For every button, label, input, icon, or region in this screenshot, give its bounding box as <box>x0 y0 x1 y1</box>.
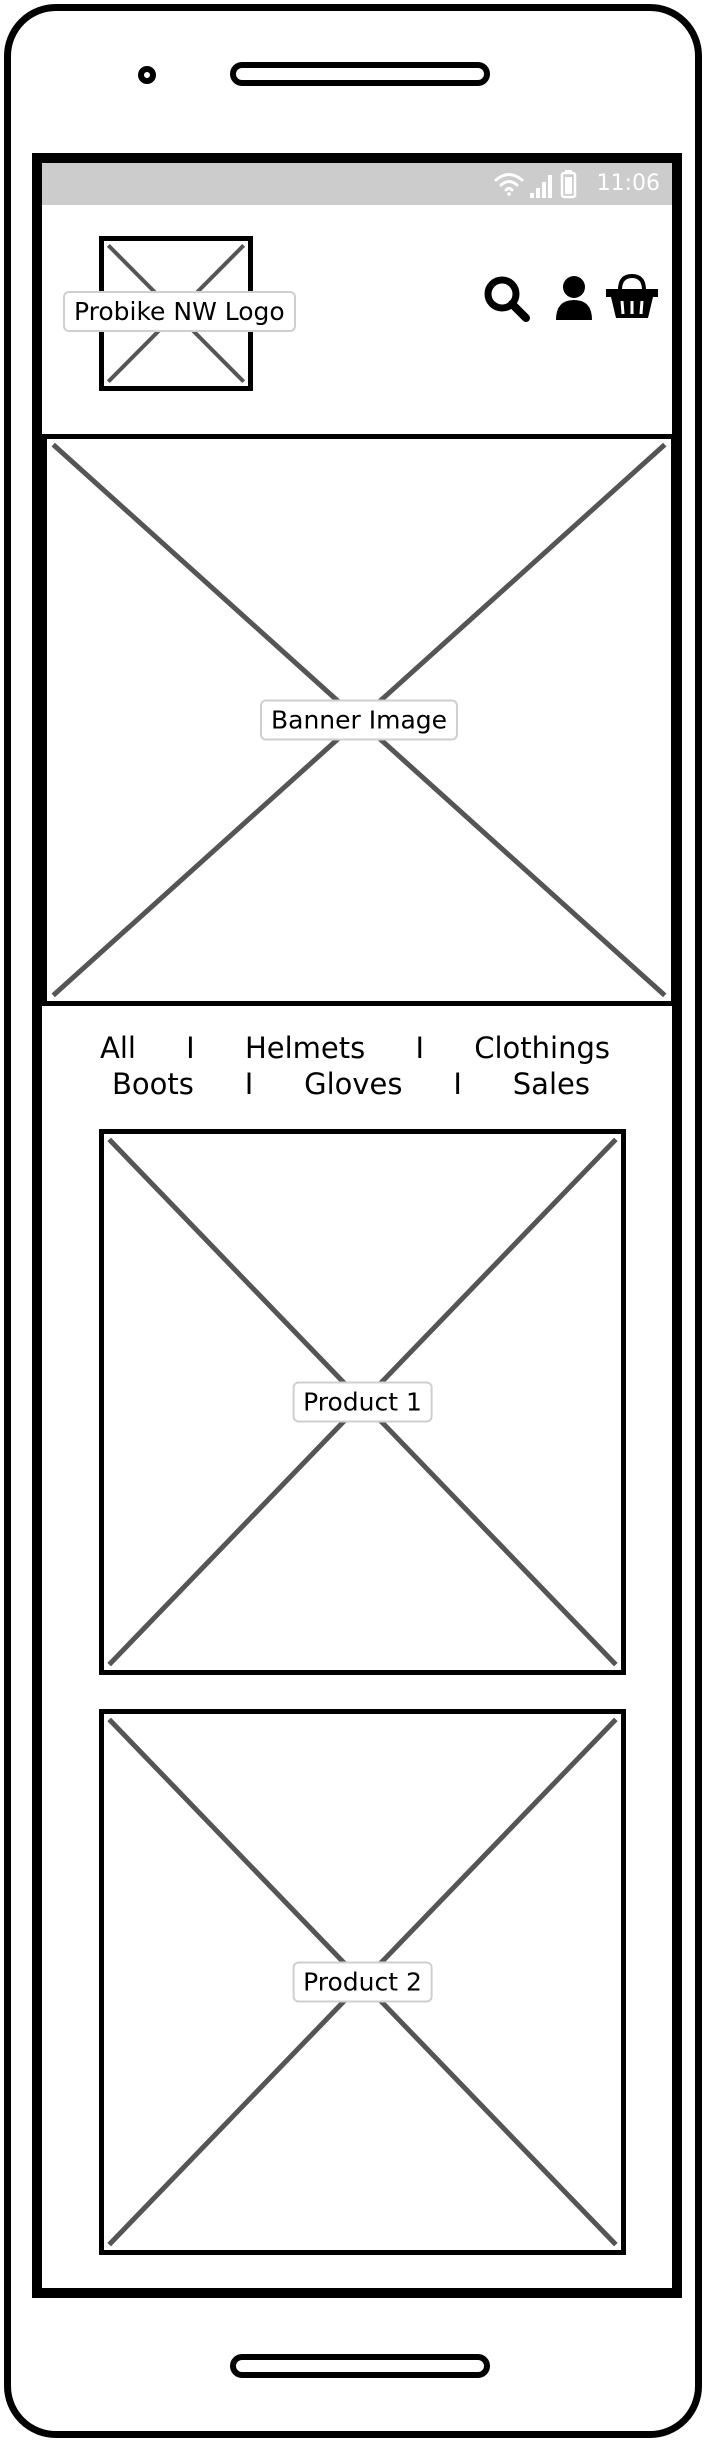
nav-separator: I <box>415 1031 425 1065</box>
nav-separator: I <box>244 1067 254 1101</box>
status-bar: 11:06 <box>42 163 672 205</box>
speaker-grille <box>230 62 490 86</box>
product-label: Product 2 <box>292 1961 433 2003</box>
nav-item-sales[interactable]: Sales <box>512 1067 590 1101</box>
banner-image[interactable]: Banner Image <box>42 434 676 1006</box>
banner-label: Banner Image <box>259 699 459 741</box>
nav-item-helmets[interactable]: Helmets <box>244 1031 366 1065</box>
nav-row-2: Boots I Gloves I Sales <box>100 1066 610 1102</box>
product-card[interactable]: Product 1 <box>99 1129 626 1675</box>
nav-item-clothings[interactable]: Clothings <box>474 1031 610 1065</box>
basket-icon[interactable] <box>604 272 660 324</box>
product-card[interactable]: Product 2 <box>99 1709 626 2255</box>
nav-separator: I <box>453 1067 462 1101</box>
status-time: 11:06 <box>596 171 660 196</box>
nav-item-boots[interactable]: Boots <box>112 1067 194 1101</box>
nav-row-1: All I Helmets I Clothings <box>100 1030 610 1066</box>
user-icon[interactable] <box>548 272 600 324</box>
category-nav: All I Helmets I Clothings Boots I Gloves… <box>100 1030 610 1102</box>
wifi-icon <box>494 173 524 196</box>
home-button[interactable] <box>230 2354 490 2378</box>
nav-item-gloves[interactable]: Gloves <box>304 1067 403 1101</box>
nav-item-all[interactable]: All <box>100 1031 136 1065</box>
search-icon[interactable] <box>482 272 534 324</box>
logo-label: Probike NW Logo <box>63 291 296 332</box>
signal-icon <box>530 175 552 198</box>
product-label: Product 1 <box>292 1381 433 1423</box>
battery-icon <box>560 170 577 199</box>
status-icons <box>494 169 578 199</box>
nav-separator: I <box>186 1031 195 1065</box>
camera-icon <box>138 66 156 84</box>
